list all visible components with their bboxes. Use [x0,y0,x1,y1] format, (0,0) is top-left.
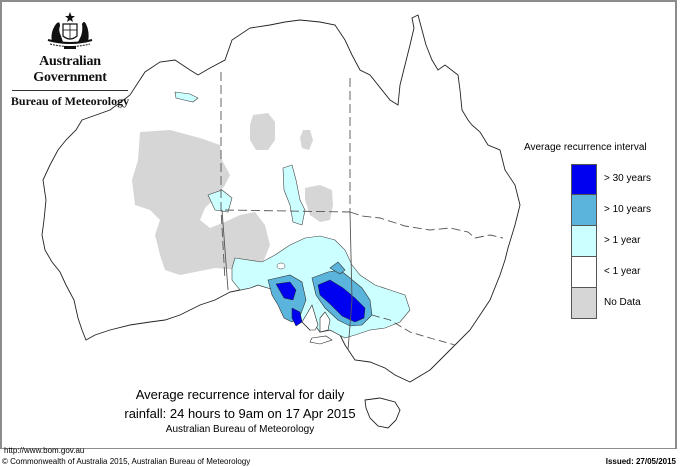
legend-label: > 30 years [604,173,651,184]
legend-label: < 1 year [604,266,641,277]
gt30-year-regions [275,279,366,327]
legend-item-lt1: < 1 year [571,257,671,288]
bureau-name: Bureau of Meteorology [10,94,130,108]
kangaroo-island [309,335,333,345]
tasmania-outline [364,397,401,429]
legend-swatch [571,288,597,319]
government-title: Australian Government [33,54,107,85]
legend-item-gt1: > 1 year [571,226,671,257]
caption-line-2: rainfall: 24 hours to 9am on 17 Apr 2015 [124,406,356,421]
website-link[interactable]: http://www.bom.gov.au [4,446,85,455]
legend-swatch [571,195,597,226]
caption-line-3: Australian Bureau of Meteorology [165,424,315,435]
legend-item-nodata: No Data [571,288,671,319]
caption-line-1: Average recurrence interval for daily [135,387,345,402]
coat-of-arms-icon [47,12,93,49]
legend-swatch [571,226,597,257]
legend-label: > 10 years [604,204,651,215]
map-caption: Average recurrence interval for daily ra… [110,385,370,436]
legend-swatch [571,164,597,195]
legend-item-gt30: > 30 years [571,164,671,195]
mainland-outline [41,14,521,383]
dry-pocket [276,262,286,270]
legend: > 30 years > 10 years > 1 year < 1 year … [571,164,671,319]
government-logo: Australian Government Bureau of Meteorol… [8,10,132,109]
logo-divider [12,90,128,91]
state-borders [220,72,504,351]
legend-label: No Data [604,297,641,308]
issued-date: Issued: 27/05/2015 [605,457,676,466]
no-data-regions [132,113,333,275]
legend-title: Average recurrence interval [524,142,647,153]
legend-swatch [571,257,597,288]
legend-item-gt10: > 10 years [571,195,671,226]
gulf-water [301,304,331,333]
legend-label: > 1 year [604,235,641,246]
copyright-notice: © Commonwealth of Australia 2015, Austra… [2,457,251,466]
